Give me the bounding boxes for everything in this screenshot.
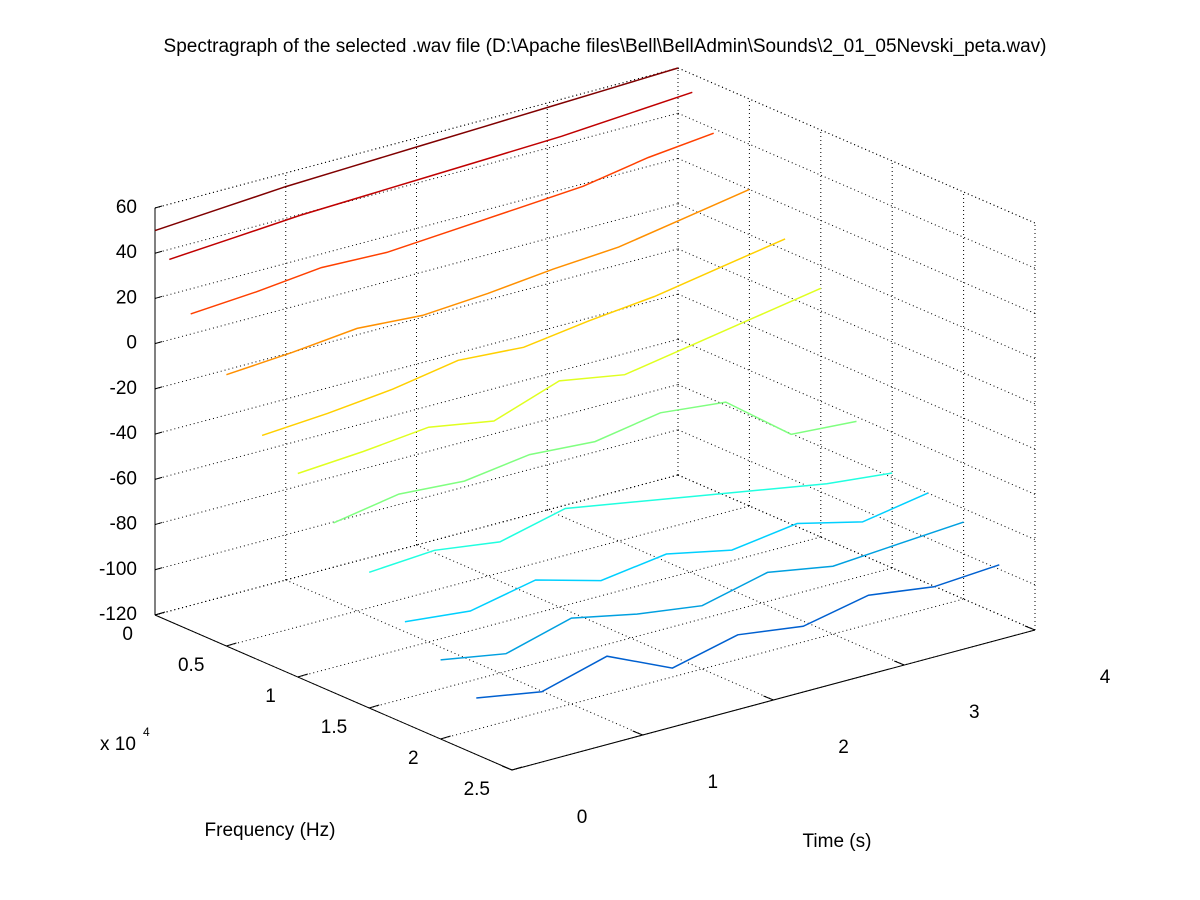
grid-line	[285, 579, 643, 736]
spectrum-line	[226, 188, 750, 376]
grid-line	[677, 67, 1036, 224]
x-tick-label: 2	[838, 737, 849, 758]
z-tick	[154, 476, 163, 480]
y-tick	[226, 642, 237, 647]
grid-line	[547, 509, 905, 666]
z-tick	[154, 522, 163, 526]
spectrum-line	[333, 401, 857, 524]
x-tick-label: 1	[707, 772, 718, 793]
z-tick-label: 20	[116, 287, 137, 308]
z-tick-label: -100	[99, 559, 137, 580]
z-tick-label: -40	[110, 423, 137, 444]
grid-line	[677, 474, 1036, 631]
grid-line	[416, 544, 774, 701]
z-tick	[154, 205, 163, 209]
grid-line	[677, 248, 1036, 405]
spectrum-line	[169, 91, 693, 261]
z-tick-label: 0	[126, 333, 137, 354]
spectrum-line	[190, 132, 714, 315]
y-tick	[154, 611, 166, 616]
chart-title: Spectragraph of the selected .wav file (…	[164, 36, 1047, 57]
y-tick-label: 2	[408, 748, 419, 769]
y-tick	[369, 704, 380, 709]
y-tick	[440, 735, 451, 740]
grid-line	[677, 429, 1036, 586]
x-axis-label: Time (s)	[803, 831, 872, 852]
grid-line	[677, 293, 1036, 450]
z-tick-label: 60	[116, 197, 137, 218]
z-tick-label: -120	[99, 604, 137, 625]
spectrum-line	[154, 67, 679, 232]
x-tick-label: 4	[1100, 667, 1111, 688]
axis-multiplier-exponent: 4	[143, 725, 150, 739]
y-tick-label: 0.5	[178, 655, 204, 676]
x-tick-label: 0	[577, 807, 588, 828]
z-tick	[154, 341, 163, 345]
spectrum-line	[261, 238, 786, 437]
spectrum-line	[440, 521, 964, 661]
spectrum-line	[368, 472, 893, 574]
z-tick	[154, 250, 163, 254]
y-axis	[154, 614, 513, 771]
x-tick	[632, 730, 643, 736]
y-axis-label: Frequency (Hz)	[205, 820, 336, 841]
z-tick-label: -60	[110, 468, 137, 489]
y-tick-label: 1.5	[321, 717, 347, 738]
y-tick-label: 0	[122, 624, 133, 645]
axis-multiplier: x 10	[100, 734, 136, 755]
y-tick	[511, 766, 523, 771]
y-tick	[297, 673, 308, 678]
z-tick-label: -20	[110, 378, 137, 399]
z-tick	[154, 567, 163, 571]
x-tick	[763, 695, 774, 701]
grid-line	[677, 384, 1036, 541]
y-tick-label: 1	[265, 686, 276, 707]
grid-line	[677, 112, 1036, 269]
spectrum-line	[297, 287, 822, 475]
spectrum-line	[476, 564, 1000, 699]
grid-line	[677, 203, 1036, 360]
y-tick-label: 2.5	[464, 779, 490, 800]
grid-line	[677, 157, 1036, 314]
spectrum-line	[404, 492, 929, 623]
z-tick	[154, 386, 163, 390]
z-tick	[154, 295, 163, 299]
x-tick	[501, 765, 513, 771]
z-tick-label: 40	[116, 242, 137, 263]
x-tick-label: 3	[969, 702, 980, 723]
x-tick	[894, 660, 905, 666]
x-tick	[1024, 625, 1036, 631]
z-tick-label: -80	[110, 514, 137, 535]
grid-line	[677, 338, 1036, 495]
z-tick	[154, 431, 163, 435]
